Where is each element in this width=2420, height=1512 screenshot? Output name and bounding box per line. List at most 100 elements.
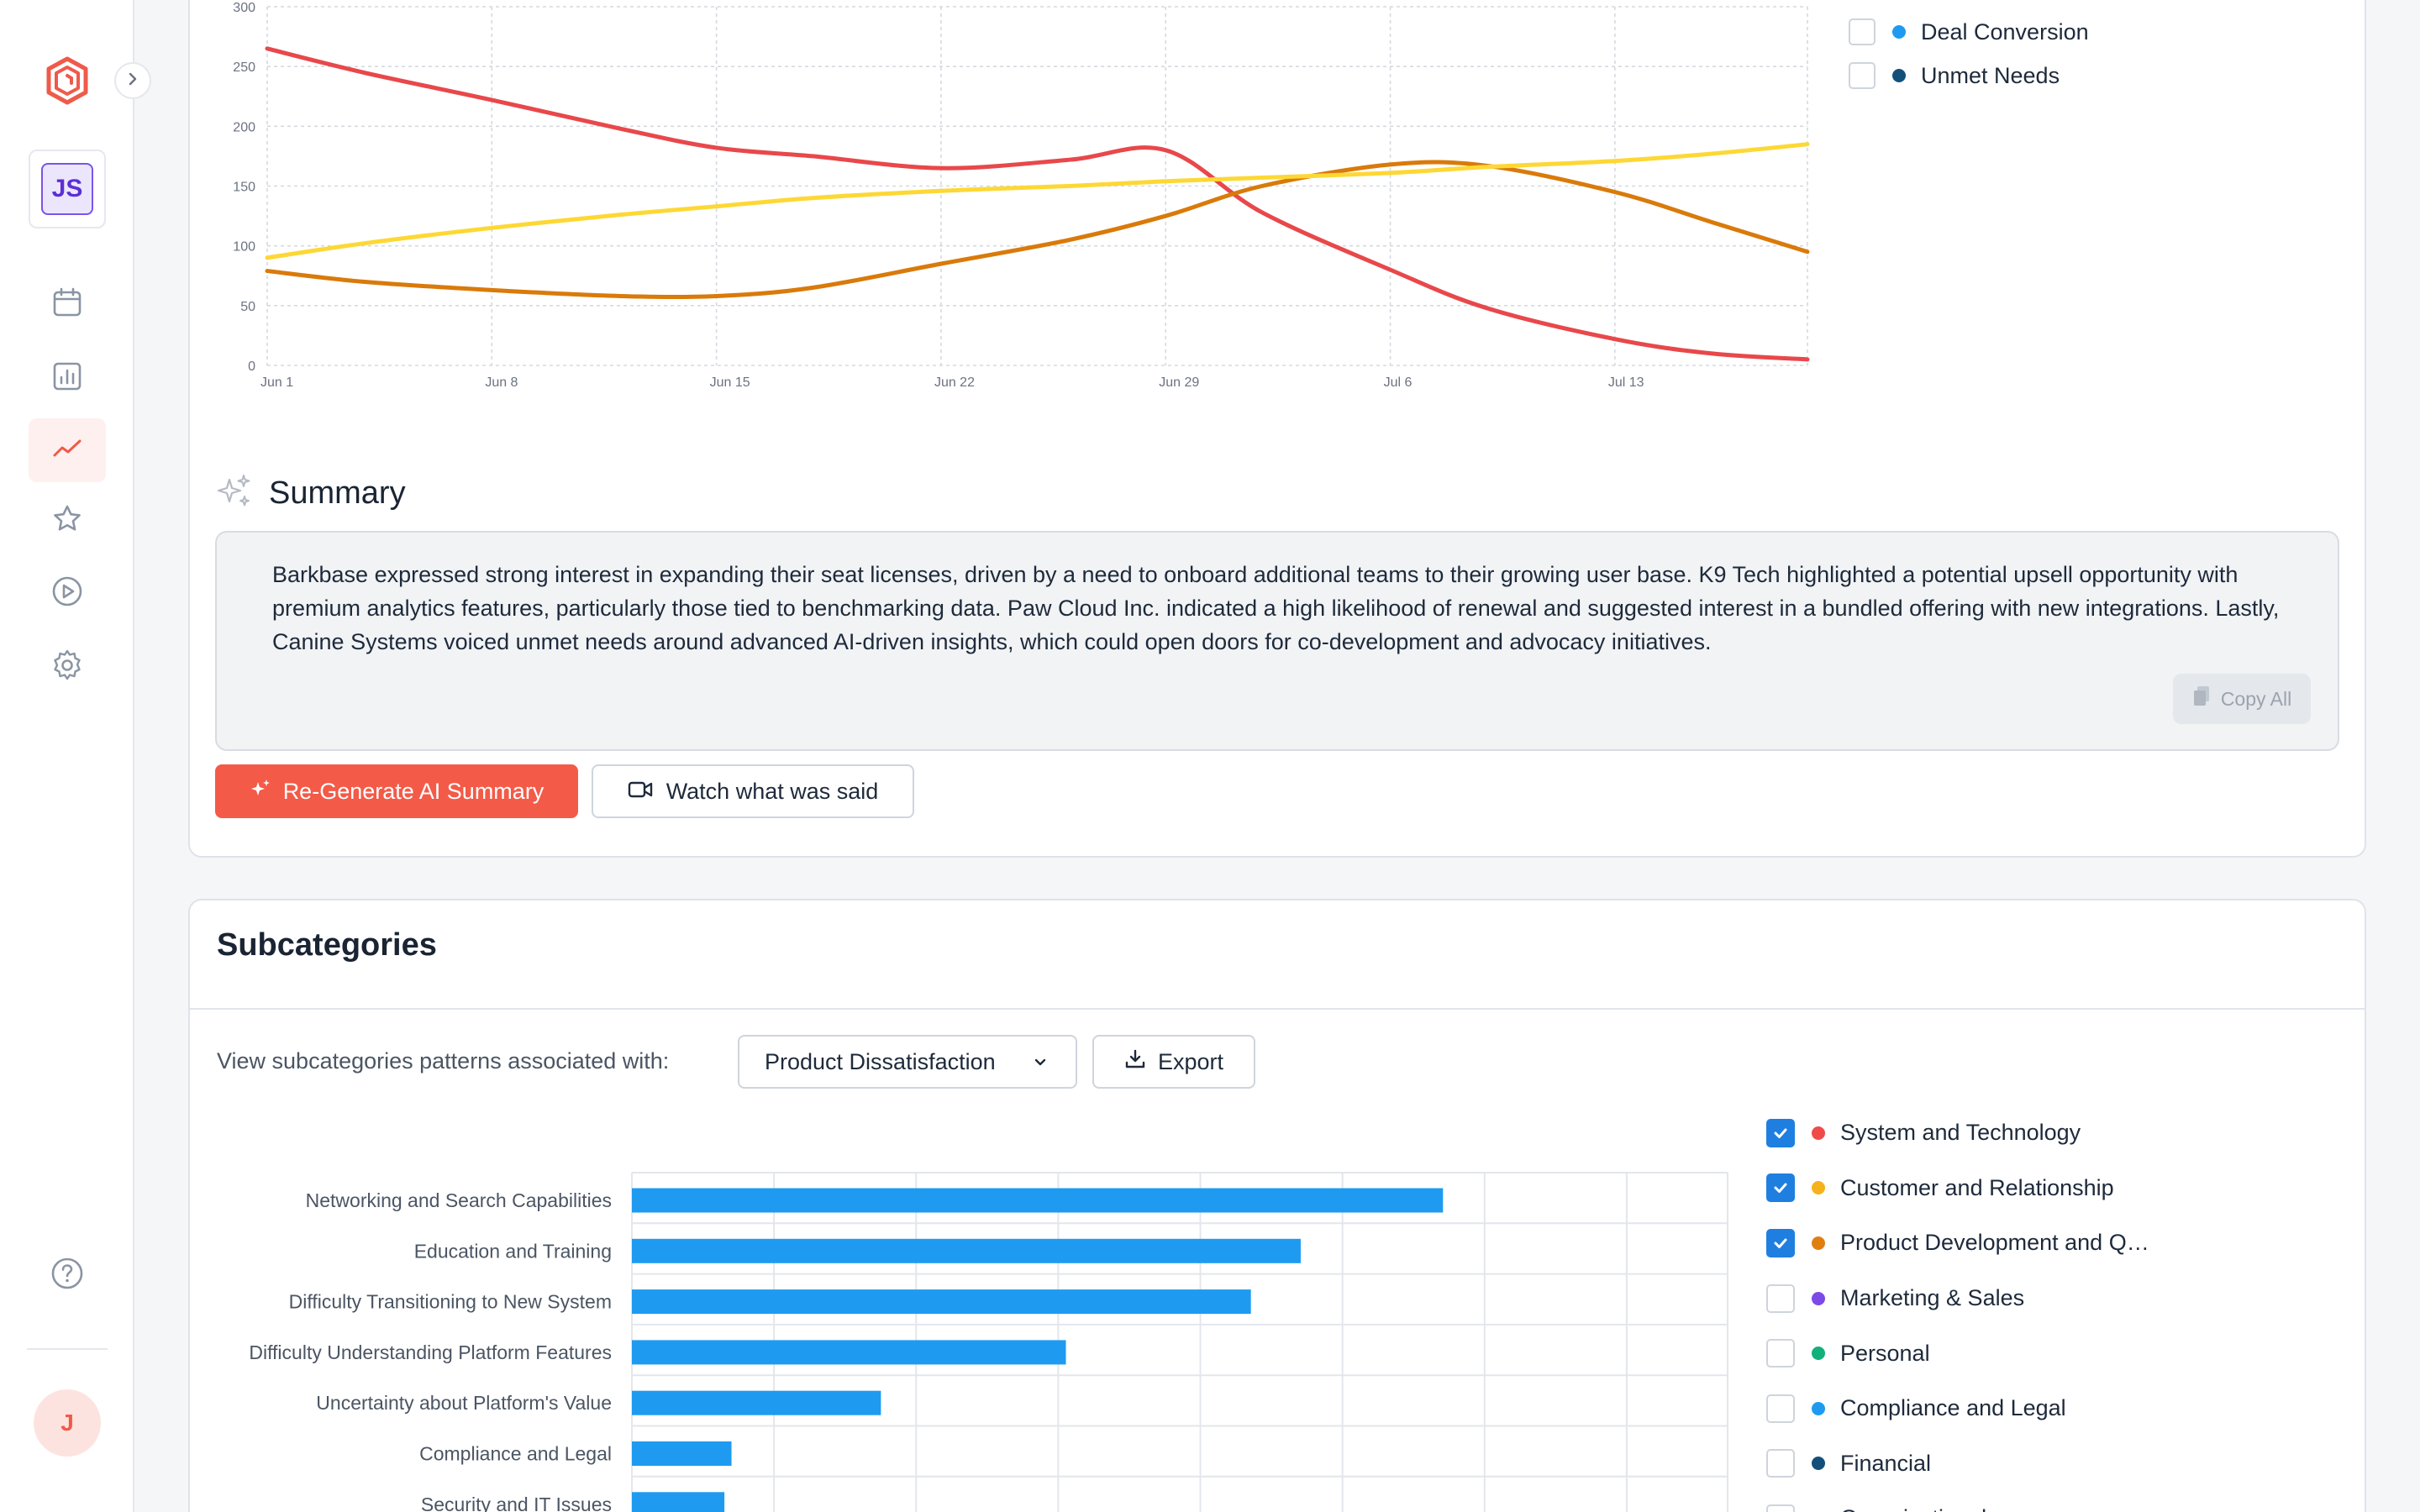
legend-label: Product Development and Q… [1840, 1230, 2149, 1256]
sidebar: JS J [0, 0, 151, 1512]
nav-settings[interactable] [29, 635, 106, 699]
legend-label: System and Technology [1840, 1120, 2081, 1146]
legend-color-dot [1892, 25, 1906, 39]
legend-item[interactable]: Personal [1766, 1326, 2149, 1381]
chevron-right-icon [124, 71, 141, 92]
category-label: Security and IT Issues [421, 1494, 612, 1512]
legend-item[interactable]: Financial [1766, 1436, 2149, 1492]
help-circle-icon [50, 1256, 85, 1295]
legend-item[interactable]: Customer and Relationship [1766, 1161, 2149, 1216]
legend-checkbox[interactable] [1766, 1449, 1795, 1478]
category-select-value: Product Dissatisfaction [765, 1048, 996, 1074]
video-camera-icon [628, 779, 653, 805]
star-icon [50, 502, 84, 540]
nav-trends[interactable] [29, 418, 106, 482]
legend-item[interactable]: Marketing & Sales [1766, 1271, 2149, 1326]
legend-checkbox[interactable] [1766, 1339, 1795, 1368]
series-line-2 [265, 160, 1810, 300]
subcategories-title: Subcategories [217, 927, 437, 963]
legend-label: Customer and Relationship [1840, 1174, 2114, 1200]
calendar-icon [50, 286, 84, 323]
legend-item[interactable]: Product Development and Q… [1766, 1215, 2149, 1271]
legend-label: Marketing & Sales [1840, 1285, 2025, 1311]
download-icon [1124, 1048, 1146, 1076]
gear-icon [50, 648, 85, 687]
summary-title: Summary [269, 475, 406, 511]
subcategories-bar-chart: Networking and Search Capabilities Educat… [249, 1172, 1728, 1512]
subcategories-divider [190, 1008, 2365, 1010]
bar [632, 1340, 1066, 1365]
legend-checkbox[interactable] [1766, 1118, 1795, 1147]
app-logo[interactable] [42, 55, 92, 106]
nav-reports[interactable] [29, 346, 106, 410]
y-tick-label: 100 [233, 240, 255, 255]
copy-all-button[interactable]: Copy All [2173, 674, 2311, 724]
legend-item[interactable]: Deal Conversion [1849, 10, 2089, 54]
chevron-down-icon [1030, 1052, 1050, 1078]
nav-favorites[interactable] [29, 489, 106, 553]
legend-label: Unmet Needs [1921, 62, 2060, 88]
user-avatar[interactable]: J [34, 1389, 101, 1457]
subcategories-legend: System and Technology Customer and Relati… [1766, 1105, 2149, 1512]
workspace-switcher[interactable]: JS [29, 150, 106, 228]
legend-checkbox[interactable] [1766, 1284, 1795, 1313]
bar [632, 1390, 881, 1415]
legend-checkbox[interactable] [1766, 1504, 1795, 1512]
legend-label: Personal [1840, 1340, 1930, 1366]
summary-text: Barkbase expressed strong interest in ex… [272, 562, 2280, 654]
legend-color-dot [1812, 1401, 1825, 1415]
legend-label: Deal Conversion [1921, 18, 2089, 45]
trend-line-chart: 0 50 100 150 200 250 300 Jun 1 Jun 8 Jun 15 Jun 22… [233, 1, 1810, 390]
legend-label: Organizational [1840, 1505, 1986, 1512]
copy-all-label: Copy All [2220, 687, 2292, 710]
nav-recordings[interactable] [29, 561, 106, 625]
y-tick-label: 200 [233, 120, 255, 134]
y-tick-label: 0 [248, 360, 255, 374]
legend-color-dot [1892, 69, 1906, 82]
legend-color-dot [1812, 1457, 1825, 1471]
legend-label: Financial [1840, 1450, 1932, 1476]
category-select[interactable]: Product Dissatisfaction [738, 1035, 1077, 1089]
legend-item[interactable]: Compliance and Legal [1766, 1381, 2149, 1436]
legend-item[interactable]: System and Technology [1766, 1105, 2149, 1161]
watch-what-was-said-button[interactable]: Watch what was said [592, 764, 914, 818]
copy-icon [2192, 685, 2211, 712]
category-label: Difficulty Understanding Platform Featur… [249, 1341, 612, 1363]
bar-chart-icon [50, 360, 84, 397]
regenerate-summary-button[interactable]: Re-Generate AI Summary [215, 764, 578, 818]
y-tick-label: 250 [233, 60, 255, 75]
legend-checkbox[interactable] [1766, 1228, 1795, 1257]
help-button[interactable] [29, 1243, 106, 1307]
x-tick-label: Jul 6 [1384, 375, 1413, 390]
category-label: Education and Training [414, 1240, 612, 1262]
bar [632, 1441, 732, 1466]
subcategories-card: Subcategories View subcategories pattern… [188, 899, 2366, 1512]
y-tick-label: 50 [240, 300, 255, 314]
legend-color-dot [1812, 1236, 1825, 1250]
x-tick-label: Jun 22 [934, 375, 975, 390]
legend-checkbox[interactable] [1849, 62, 1876, 89]
legend-color-dot [1812, 1347, 1825, 1361]
bar [632, 1289, 1251, 1315]
sparkles-icon [215, 472, 254, 515]
watch-label: Watch what was said [666, 778, 879, 804]
legend-color-dot [1812, 1126, 1825, 1140]
x-tick-label: Jun 29 [1159, 375, 1199, 390]
legend-checkbox[interactable] [1766, 1394, 1795, 1423]
legend-label: Compliance and Legal [1840, 1395, 2066, 1421]
legend-item[interactable]: Unmet Needs [1849, 54, 2089, 97]
category-label: Networking and Search Capabilities [306, 1189, 612, 1211]
legend-item[interactable]: Organizational [1766, 1491, 2149, 1512]
expand-sidebar-button[interactable] [114, 62, 151, 99]
series-line-1 [265, 46, 1810, 362]
legend-checkbox[interactable] [1766, 1173, 1795, 1203]
export-button[interactable]: Export [1092, 1035, 1255, 1089]
legend-color-dot [1812, 1181, 1825, 1195]
category-label: Difficulty Transitioning to New System [289, 1291, 612, 1313]
nav-calendar[interactable] [29, 272, 106, 336]
bar [632, 1492, 725, 1512]
sidebar-divider [27, 1348, 108, 1350]
legend-checkbox[interactable] [1849, 18, 1876, 45]
subcategories-filter-label: View subcategories patterns associated w… [217, 1048, 670, 1074]
legend-color-dot [1812, 1291, 1825, 1305]
